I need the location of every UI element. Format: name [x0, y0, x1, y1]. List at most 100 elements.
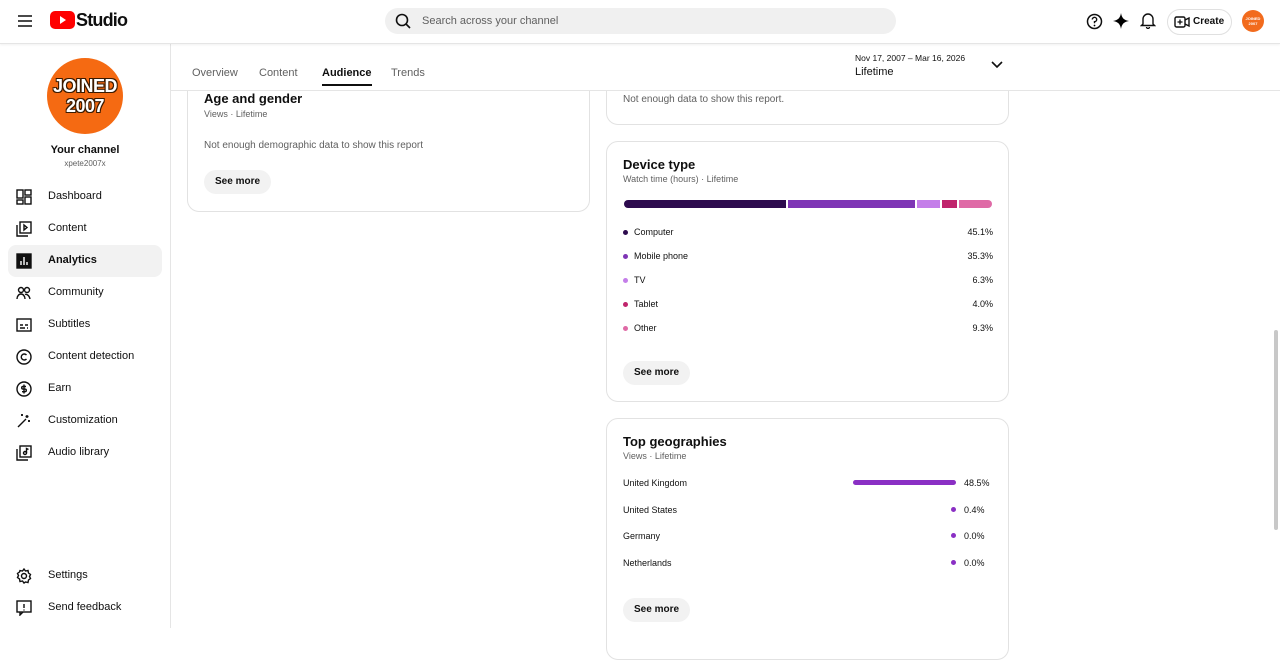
top-geographies-card: Top geographies Views · Lifetime See mor… [606, 418, 1009, 660]
account-avatar[interactable]: JOINED 2007 [1242, 10, 1264, 32]
tab-bar: Overview Content Audience Trends Nov 17, 20… [171, 44, 1280, 91]
create-icon [1174, 16, 1190, 28]
nav-item[interactable]: Earn [8, 373, 162, 405]
search-placeholder: Search across your channel [422, 15, 559, 27]
dropdown-icon[interactable] [991, 61, 1003, 69]
nav-item[interactable]: Content [8, 213, 162, 245]
nav-label: Community [48, 286, 104, 298]
device-value: 9.3% [972, 323, 993, 333]
bar-segment [788, 200, 916, 208]
nav-icon [16, 221, 32, 237]
geo-bar [951, 533, 956, 538]
nav-item[interactable]: Analytics [8, 245, 162, 277]
nav-item[interactable]: Settings [8, 560, 162, 592]
nav-icon [16, 253, 32, 269]
device-value: 45.1% [967, 227, 993, 237]
nav-item[interactable]: Community [8, 277, 162, 309]
nav-label: Send feedback [48, 601, 122, 613]
tab[interactable]: Content [259, 67, 298, 79]
nav-item[interactable]: Audio library [8, 437, 162, 469]
nav-label: Customization [48, 414, 118, 426]
nav-label: Content detection [48, 350, 135, 362]
date-range-label[interactable]: Lifetime [855, 66, 894, 78]
country-name: Netherlands [623, 557, 672, 568]
tab[interactable]: Audience [322, 67, 372, 86]
tab[interactable]: Overview [192, 67, 238, 79]
legend-dot [623, 326, 628, 331]
card-subtitle: Views · Lifetime [204, 109, 268, 119]
nav-item[interactable]: Content detection [8, 341, 162, 373]
tab[interactable]: Trends [391, 67, 425, 79]
country-name: Germany [623, 531, 661, 541]
nav-item[interactable]: Send feedback [8, 592, 162, 624]
nav-label: Settings [48, 569, 88, 581]
menu-icon[interactable] [17, 13, 33, 29]
nav-label: Dashboard [48, 190, 102, 202]
legend-dot [623, 302, 628, 307]
geo-value: 48.5% [964, 478, 990, 488]
bar-segment [942, 200, 957, 208]
nav-icon [16, 445, 32, 461]
create-button[interactable]: Create [1167, 9, 1232, 35]
nav-icon [16, 286, 31, 300]
geo-bar [951, 506, 956, 512]
ai-icon[interactable] [1113, 13, 1129, 29]
nav-item[interactable]: Customization [8, 405, 162, 437]
date-range[interactable]: Nov 17, 2007 – Mar 16, 2026 [855, 53, 966, 63]
device-value: 35.3% [967, 251, 993, 261]
stacked-bar [624, 200, 993, 208]
geo-value: 0.0% [964, 531, 985, 541]
geo-bar [951, 559, 956, 565]
nav-item[interactable]: Dashboard [8, 181, 162, 213]
geo-value: 0.4% [964, 504, 985, 515]
nav-label: Content [48, 222, 87, 234]
channel-name: Your channel [50, 144, 120, 156]
sidebar: JOINED 2007 Your channel xpete2007x Dashb… [0, 44, 171, 628]
nav-icon [16, 568, 32, 584]
search-box[interactable]: Search across your channel [385, 8, 896, 34]
nav-icon [16, 381, 32, 397]
bar-segment [624, 200, 787, 208]
device-name: Computer [634, 227, 674, 237]
see-more-button[interactable]: See more [204, 170, 272, 194]
channel-handle: xpete2007x [64, 159, 106, 168]
nav-item[interactable]: Subtitles [8, 309, 162, 341]
nav-label: Analytics [48, 254, 97, 266]
device-name: Tablet [634, 299, 659, 309]
geo-bar [853, 480, 956, 485]
create-label: Create [1193, 16, 1225, 27]
avatar-text: JOINED [1245, 16, 1261, 21]
device-value: 6.3% [972, 275, 993, 285]
nav-icon [16, 318, 32, 332]
device-name: Mobile phone [634, 251, 689, 261]
device-value: 4.0% [972, 299, 993, 309]
device-name: Other [634, 323, 657, 333]
notifications-icon[interactable] [1140, 12, 1156, 29]
avatar-text: JOINED [52, 76, 118, 96]
nav-icon [16, 600, 32, 616]
card-subtitle: Views · Lifetime [623, 451, 687, 461]
logo-icon[interactable] [50, 11, 75, 29]
search-icon [395, 13, 411, 29]
see-more-button[interactable]: See more [623, 598, 691, 622]
card-title: Top geographies [623, 434, 727, 449]
card-title: Age and gender [204, 91, 303, 106]
see-more-button[interactable]: See more [623, 361, 691, 385]
nav-icon [16, 189, 32, 205]
country-name: United Kingdom [623, 478, 688, 488]
avatar-text: 2007 [65, 96, 105, 116]
card-subtitle: Watch time (hours) · Lifetime [623, 174, 739, 184]
country-name: United States [623, 504, 678, 515]
help-icon[interactable] [1086, 13, 1103, 30]
nav-label: Subtitles [48, 318, 91, 330]
channel-avatar[interactable]: JOINED 2007 [47, 58, 123, 134]
page: Studio Search across your channel Create… [0, 8, 1280, 660]
bar-segment [917, 200, 941, 208]
legend-dot [623, 254, 628, 259]
card-title: Device type [623, 157, 696, 172]
legend-dot [623, 278, 628, 283]
legend-dot [623, 230, 628, 235]
logo-text[interactable]: Studio [76, 10, 128, 30]
device-name: TV [634, 275, 646, 285]
scrollbar[interactable] [1274, 330, 1278, 530]
